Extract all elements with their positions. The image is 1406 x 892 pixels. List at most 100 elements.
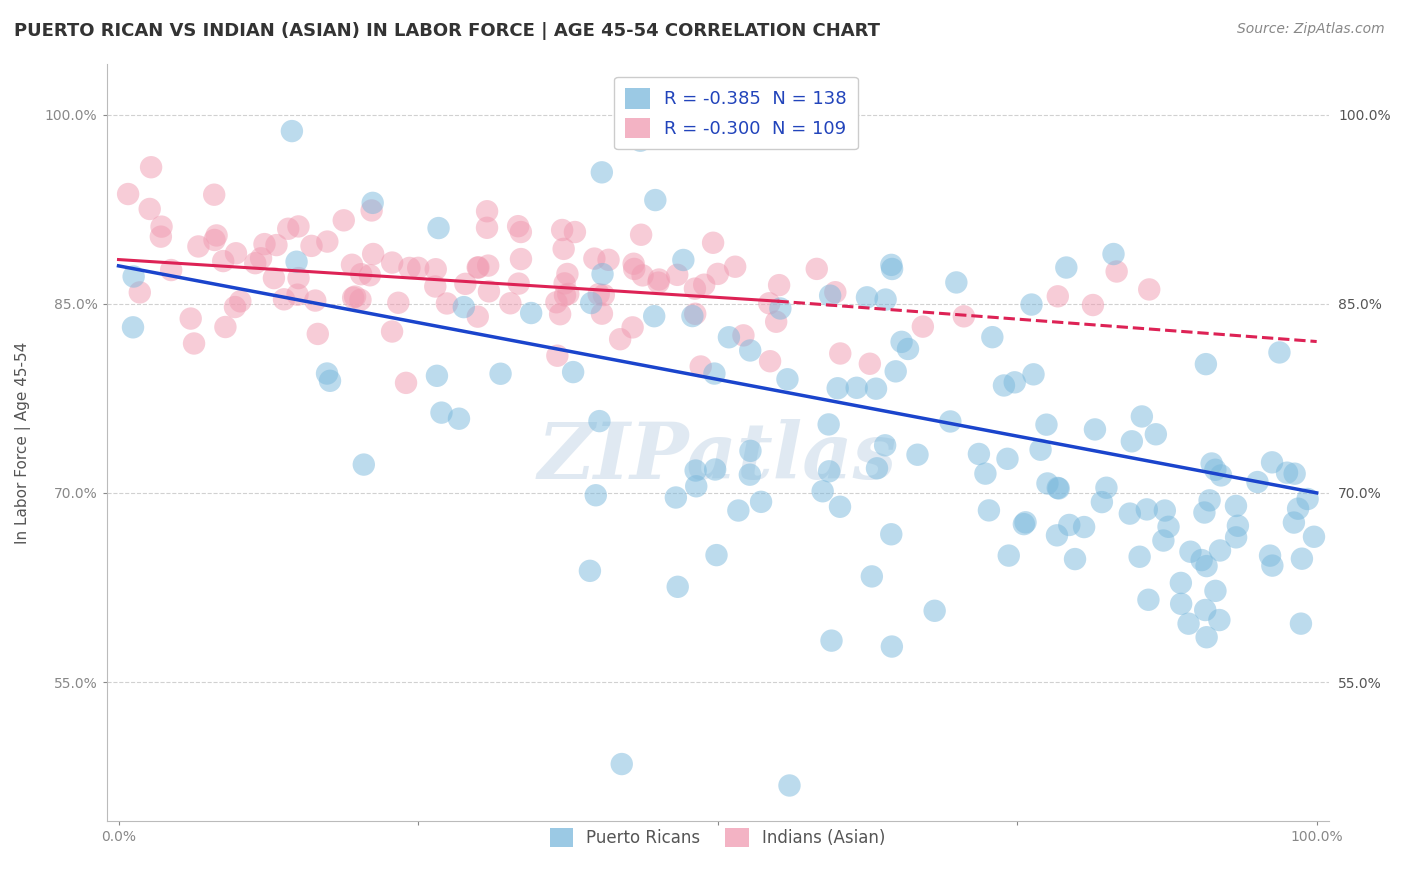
Point (817, 417, 839, 432)
Point (548, 307, 571, 321)
Point (828, 500, 851, 514)
Point (689, 359, 711, 374)
Point (467, 260, 489, 275)
Point (1004, 376, 1026, 390)
Point (685, 463, 707, 477)
Point (554, 277, 576, 291)
Point (332, 213, 354, 227)
Point (285, 254, 308, 268)
Point (1170, 597, 1192, 611)
Point (683, 282, 706, 296)
Point (1195, 630, 1218, 644)
Point (316, 367, 339, 381)
Point (1204, 583, 1226, 598)
Point (342, 291, 364, 305)
Point (997, 549, 1019, 563)
Point (598, 252, 620, 267)
Point (1195, 357, 1218, 371)
Text: PUERTO RICAN VS INDIAN (ASIAN) IN LABOR FORCE | AGE 45-54 CORRELATION CHART: PUERTO RICAN VS INDIAN (ASIAN) IN LABOR … (14, 22, 880, 40)
Point (1091, 495, 1114, 509)
Point (229, 294, 252, 309)
Point (1036, 476, 1059, 491)
Point (1152, 533, 1174, 548)
Point (924, 604, 946, 618)
Point (1064, 552, 1087, 566)
Point (644, 193, 666, 207)
Point (859, 357, 882, 371)
Point (875, 438, 897, 452)
Point (551, 223, 574, 237)
Point (1084, 422, 1107, 436)
Point (993, 378, 1015, 392)
Point (508, 277, 530, 291)
Point (776, 372, 799, 386)
Text: ZIPatlas: ZIPatlas (538, 419, 897, 496)
Point (1261, 455, 1284, 469)
Point (609, 332, 631, 346)
Point (1022, 368, 1045, 382)
Point (1012, 517, 1035, 532)
Point (1073, 520, 1095, 534)
Point (436, 296, 458, 310)
Point (967, 447, 990, 461)
Point (1268, 345, 1291, 359)
Point (202, 187, 225, 202)
Point (818, 288, 841, 302)
Point (860, 569, 883, 583)
Point (319, 374, 342, 388)
Point (510, 252, 533, 266)
Point (907, 448, 929, 462)
Point (685, 479, 707, 493)
Point (1029, 442, 1052, 457)
Point (475, 204, 498, 219)
Point (749, 495, 772, 509)
Point (430, 406, 453, 420)
Point (281, 124, 304, 138)
Point (353, 458, 375, 472)
Point (1054, 260, 1077, 275)
Point (1209, 468, 1232, 483)
Point (1225, 499, 1247, 513)
Point (307, 326, 329, 341)
Point (1137, 592, 1160, 607)
Point (1144, 427, 1167, 442)
Point (1195, 559, 1218, 574)
Point (1303, 530, 1326, 544)
Point (564, 225, 586, 239)
Point (591, 165, 613, 179)
Point (648, 272, 671, 286)
Point (359, 268, 381, 283)
Point (1021, 297, 1043, 311)
Point (1059, 518, 1081, 533)
Point (897, 342, 920, 356)
Point (1204, 463, 1226, 477)
Point (467, 310, 489, 324)
Point (489, 367, 512, 381)
Point (588, 414, 610, 428)
Point (592, 288, 614, 302)
Point (717, 330, 740, 344)
Point (117, 187, 139, 202)
Point (427, 221, 450, 235)
Point (1209, 543, 1232, 558)
Point (583, 252, 606, 266)
Point (426, 368, 449, 383)
Y-axis label: In Labor Force | Age 45-54: In Labor Force | Age 45-54 (15, 342, 31, 543)
Point (425, 279, 447, 293)
Point (953, 310, 976, 324)
Point (779, 779, 801, 793)
Point (707, 267, 730, 281)
Point (350, 267, 373, 281)
Point (381, 325, 404, 339)
Point (820, 633, 842, 648)
Point (1194, 506, 1216, 520)
Point (287, 219, 309, 234)
Point (1291, 551, 1313, 566)
Point (856, 290, 879, 304)
Point (316, 235, 339, 249)
Point (702, 235, 724, 250)
Point (875, 293, 897, 307)
Point (1201, 457, 1223, 471)
Point (1035, 417, 1057, 432)
Point (981, 330, 1004, 344)
